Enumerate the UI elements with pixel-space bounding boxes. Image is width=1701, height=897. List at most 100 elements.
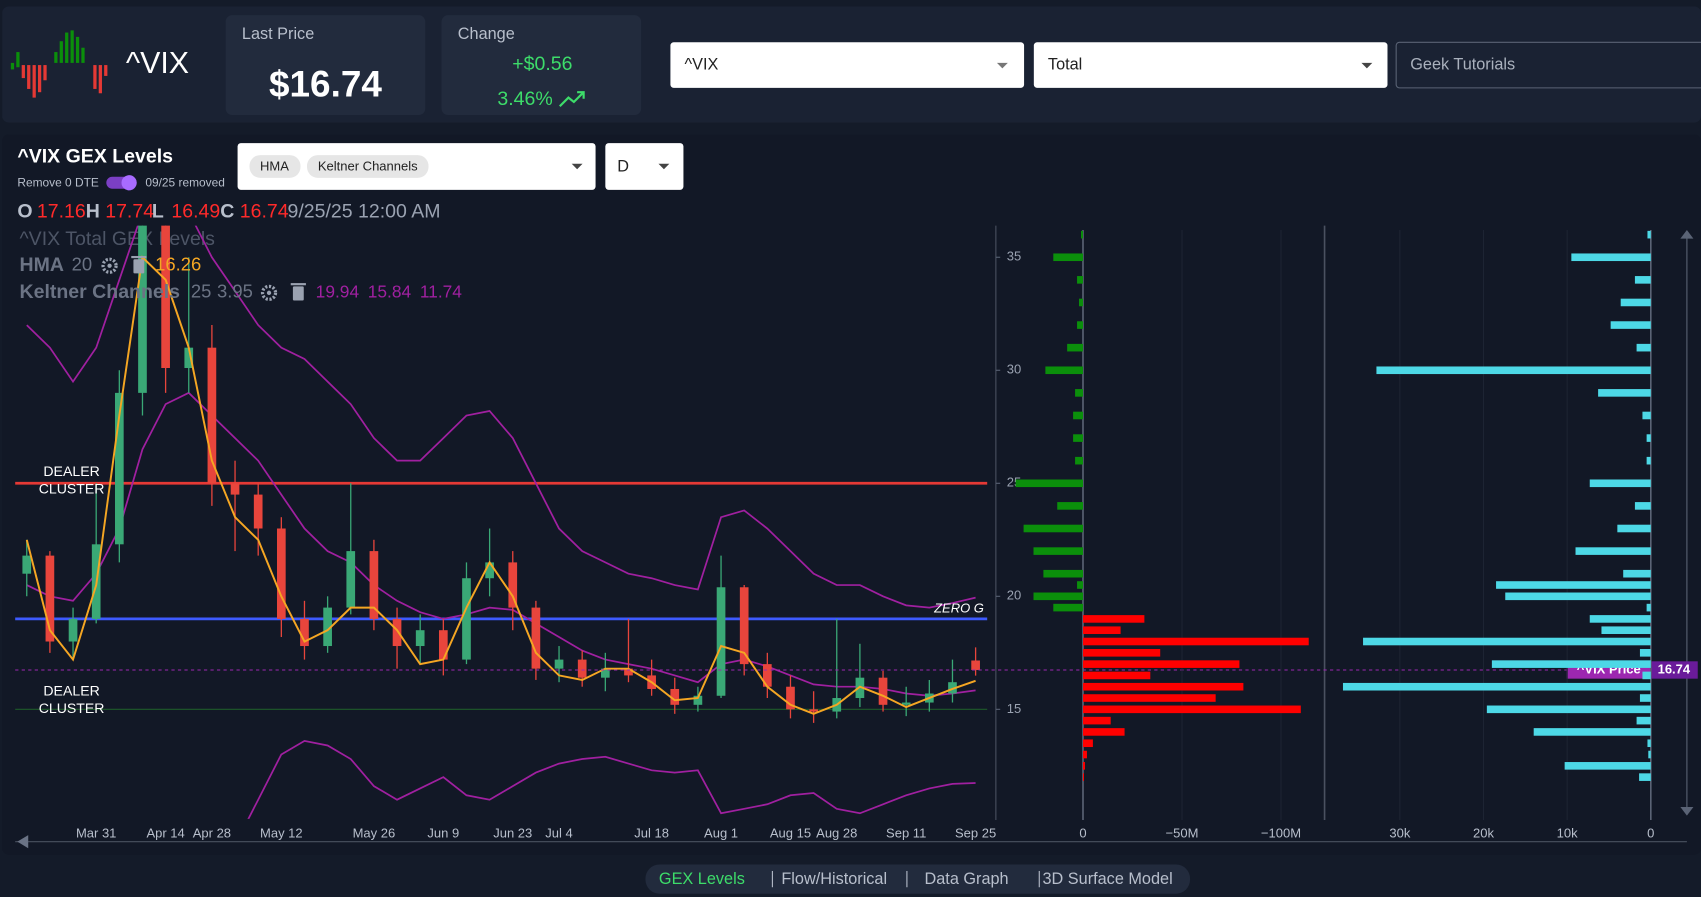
chip[interactable] <box>249 155 301 178</box>
gex-bar <box>1075 389 1083 397</box>
y-tick-label: 30 <box>1007 362 1021 377</box>
change-label: Change <box>458 25 515 43</box>
gex-bar <box>1015 479 1083 488</box>
gex-bar <box>1077 321 1083 329</box>
search-placeholder[interactable]: Geek Tutorials <box>1410 55 1515 73</box>
legend-param: 3.95 <box>217 281 253 302</box>
x-tick-label: Aug 15 <box>770 826 811 841</box>
legend-name: Keltner Channels <box>20 281 181 303</box>
level-label: CLUSTER <box>39 700 105 716</box>
caret <box>571 163 583 170</box>
gex-bar <box>1045 366 1083 375</box>
gex-bar <box>1505 592 1651 601</box>
x-tick-label: Jul 18 <box>634 826 669 841</box>
chart-panel <box>2 134 1701 855</box>
ohlc-label: O <box>17 201 32 223</box>
tab[interactable]: Data Graph <box>925 870 1009 888</box>
x-tick-label: 20k <box>1473 826 1494 841</box>
gex-bar <box>1617 524 1651 533</box>
interval-select[interactable] <box>605 143 684 190</box>
candle-body <box>323 607 332 647</box>
symbol-select-value[interactable]: ^VIX <box>685 55 719 73</box>
candle-body <box>485 562 494 579</box>
legend-param: 25 <box>191 281 212 302</box>
x-tick-label: Aug 1 <box>704 826 738 841</box>
candle-body <box>762 664 772 687</box>
gex-bar <box>1033 547 1083 555</box>
gex-bar <box>1636 716 1651 725</box>
candle-body <box>184 347 194 369</box>
candle-body <box>22 555 32 574</box>
type-select[interactable] <box>1033 42 1388 88</box>
delete-icon-lid <box>290 283 306 286</box>
gex-bar <box>1342 682 1651 691</box>
x-tick-label: Aug 28 <box>816 826 857 841</box>
gex-bar <box>1647 739 1651 748</box>
gex-bar <box>1571 253 1651 262</box>
settings-icon-core <box>107 263 112 268</box>
type-select-value[interactable]: Total <box>1048 55 1082 73</box>
legend-value: 19.94 <box>316 281 360 301</box>
gex-bar <box>1642 671 1651 680</box>
ohlc-label: H <box>86 201 100 223</box>
candle-body <box>462 578 471 660</box>
caret <box>996 62 1008 69</box>
caret <box>658 163 670 170</box>
last-price-box <box>225 15 426 115</box>
gex-bar <box>1082 773 1084 781</box>
x-tick-label: May 26 <box>353 826 396 841</box>
tab[interactable]: 3D Surface Model <box>1042 870 1172 888</box>
chip[interactable] <box>307 155 429 178</box>
chip-label[interactable]: Keltner Channels <box>318 158 418 173</box>
gex-bar <box>1491 660 1651 668</box>
tab[interactable]: Flow/Historical <box>781 870 887 888</box>
gex-bar <box>1589 615 1651 623</box>
gex-bar <box>1620 298 1651 307</box>
gex-bar <box>1533 728 1651 736</box>
delete-icon <box>133 259 145 274</box>
gex-bar <box>1077 581 1083 589</box>
legend-param: 20 <box>72 254 93 275</box>
change-amount: +$0.56 <box>512 53 572 75</box>
gex-bar <box>1033 592 1083 601</box>
trend-icon <box>559 91 585 108</box>
gex-bar <box>1623 569 1651 578</box>
tab[interactable]: GEX Levels <box>659 870 745 888</box>
chip-label[interactable]: HMA <box>260 158 289 173</box>
trend-icon-head <box>577 91 585 99</box>
x-tick-label: 10k <box>1557 826 1578 841</box>
scroll-left[interactable] <box>17 835 29 849</box>
x-tick-label: Jun 9 <box>427 826 459 841</box>
search-input[interactable] <box>1395 41 1701 89</box>
candle-body <box>230 483 240 495</box>
legend-value: 11.74 <box>420 281 462 301</box>
level-label: DEALER <box>43 683 99 699</box>
legend-value: 15.84 <box>368 281 412 301</box>
x-tick-label: 30k <box>1389 826 1410 841</box>
gex-bar <box>1082 716 1111 725</box>
gex-bar <box>1601 626 1651 635</box>
gex-bar <box>1057 502 1083 510</box>
gex-bar <box>1589 479 1651 488</box>
x-tick-label: Apr 14 <box>146 826 184 841</box>
candle-body <box>693 695 703 705</box>
gex-bar <box>1075 456 1083 465</box>
toggle-label: Remove 0 DTE <box>17 175 99 189</box>
gex-bar <box>1575 547 1651 555</box>
candle-body <box>786 686 795 710</box>
interval-value[interactable]: D <box>617 157 629 175</box>
symbol-select[interactable] <box>670 42 1025 88</box>
toggle-knob[interactable] <box>121 175 137 191</box>
candle-body <box>114 392 124 545</box>
gex-bar <box>1376 366 1651 375</box>
candle-body <box>554 659 564 669</box>
change-box <box>441 15 642 115</box>
gex-bar <box>1598 389 1651 397</box>
gex-bar <box>1082 762 1085 770</box>
gex-bar <box>1082 626 1121 635</box>
gex-bar <box>1082 694 1216 702</box>
gex-bar <box>1647 230 1651 239</box>
gex-bar <box>1646 434 1651 442</box>
x-tick-label: 0 <box>1079 826 1086 841</box>
legend-title: ^VIX Total GEX Levels <box>20 228 216 250</box>
